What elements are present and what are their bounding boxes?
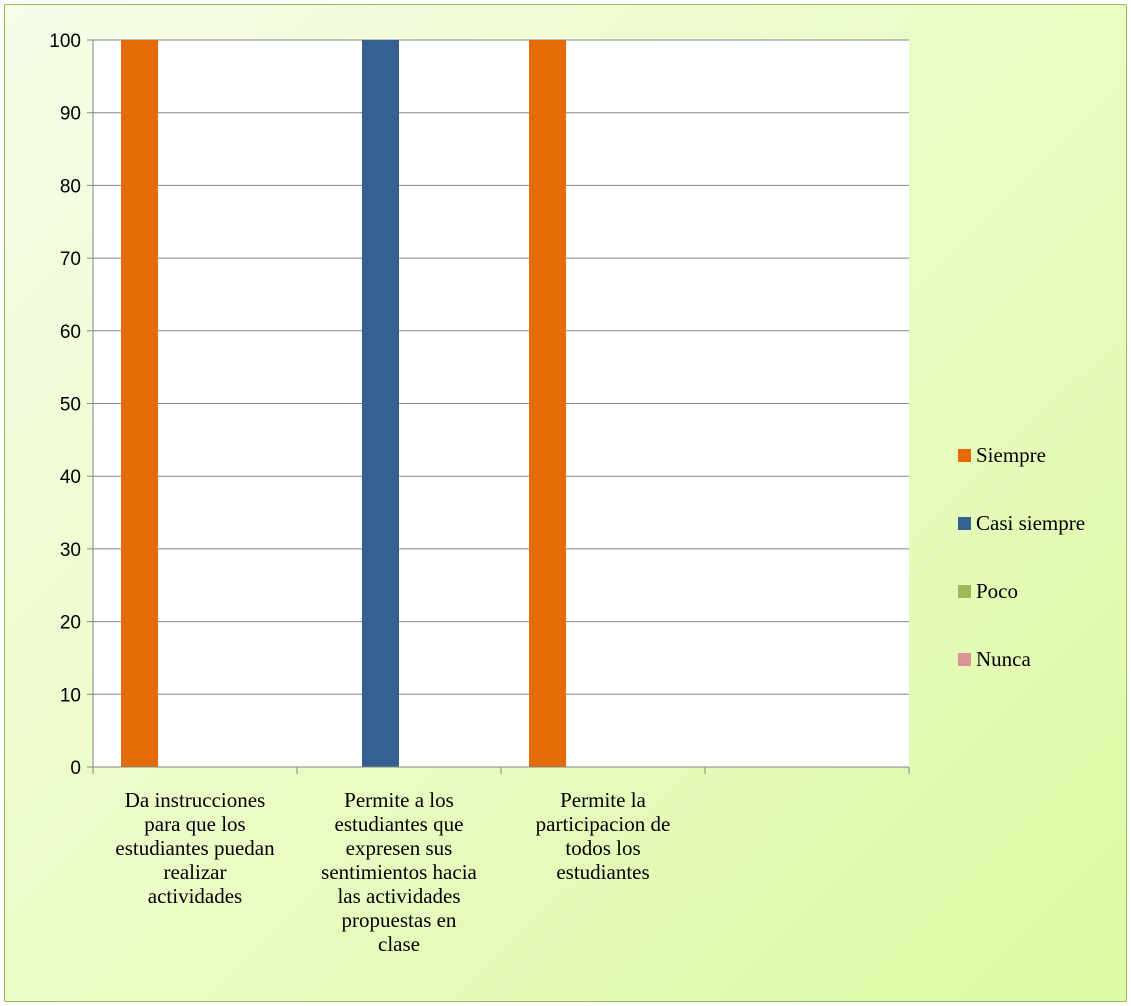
bar-siempre xyxy=(529,40,566,767)
legend-label: Casi siempre xyxy=(976,511,1085,535)
x-category-label: Permite la xyxy=(560,788,646,812)
y-tick-label: 50 xyxy=(60,395,81,416)
bars xyxy=(121,40,566,767)
legend-swatch xyxy=(958,449,971,462)
gridlines xyxy=(93,39,909,695)
legend: Siempre Casi siempre Poco Nunca xyxy=(958,443,1085,671)
legend-label: Siempre xyxy=(976,443,1046,467)
x-category-label: sentimientos hacia xyxy=(321,860,477,884)
y-tick-label: 90 xyxy=(60,104,81,125)
legend-swatch xyxy=(958,517,971,530)
y-tick-label: 20 xyxy=(60,613,81,634)
x-category-label: estudiantes xyxy=(556,860,649,884)
legend-swatch xyxy=(958,653,971,666)
bar-casi-siempre xyxy=(362,40,399,767)
x-category-label: participacion de xyxy=(536,812,671,836)
x-category-label: actividades xyxy=(148,884,242,908)
x-category-label: estudiantes que xyxy=(335,812,464,836)
y-tick-label: 70 xyxy=(60,249,81,270)
y-tick-label: 60 xyxy=(60,322,81,343)
x-category-label: Da instrucciones xyxy=(125,788,266,812)
chart-frame: 0 10 20 30 40 50 60 70 80 90 100 Da instrucciones pa… xyxy=(4,4,1127,1002)
x-category-label: expresen sus xyxy=(346,836,453,860)
x-category-label: para que los xyxy=(144,812,245,836)
legend-label: Poco xyxy=(976,579,1018,603)
y-tick-label: 80 xyxy=(60,176,81,197)
x-category-label: clase xyxy=(378,932,420,956)
legend-label: Nunca xyxy=(976,647,1031,671)
x-category-label: estudiantes puedan xyxy=(115,836,275,860)
y-tick-label: 30 xyxy=(60,540,81,561)
legend-swatch xyxy=(958,585,971,598)
bar-siempre xyxy=(121,40,158,767)
y-tick-label: 10 xyxy=(60,685,81,706)
x-category-label: Permite a los xyxy=(344,788,454,812)
x-category-label: realizar xyxy=(164,860,227,884)
axes xyxy=(87,39,910,774)
y-tick-label: 40 xyxy=(60,467,81,488)
x-category-label: las actividades xyxy=(337,884,460,908)
y-tick-label: 0 xyxy=(70,758,81,779)
x-category-label: propuestas en xyxy=(342,908,457,932)
x-category-label: todos los xyxy=(565,836,640,860)
y-tick-label: 100 xyxy=(49,31,81,52)
